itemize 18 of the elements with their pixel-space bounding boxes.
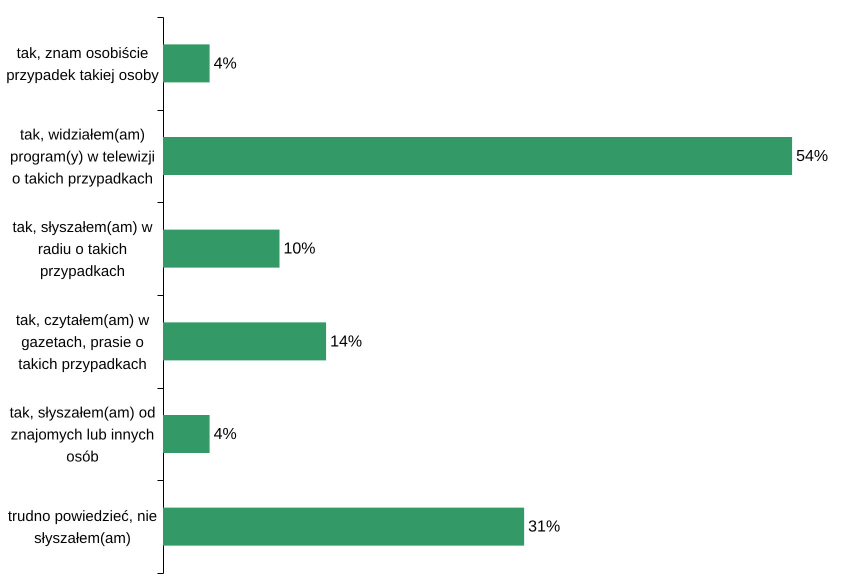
y-tick-label: tak, widziałem(am) program(y) w telewizji o takich przypadkach bbox=[10, 126, 156, 188]
data-label: 10% bbox=[284, 240, 316, 258]
bar bbox=[163, 230, 280, 268]
y-tick-label: trudno powiedzieć, nie słyszałem(am) bbox=[8, 508, 158, 548]
bar bbox=[163, 508, 524, 546]
y-tick-label: tak, słyszałem(am) w radiu o takich przypadkach bbox=[12, 219, 153, 280]
data-label: 14% bbox=[330, 333, 362, 350]
y-tick-label: tak, czytałem(am) w gazetach, prasie o takich przypadkach bbox=[16, 312, 150, 373]
y-tick-label: tak, słyszałem(am) od znajomych lub innych osób bbox=[10, 404, 156, 466]
data-label: 4% bbox=[214, 426, 237, 443]
data-label: 31% bbox=[528, 518, 560, 536]
bar bbox=[163, 137, 792, 175]
y-tick-label: tak, znam osobiście przypadek takiej osoby bbox=[6, 44, 160, 84]
bar bbox=[163, 322, 326, 360]
bar bbox=[163, 415, 210, 453]
bar bbox=[163, 44, 210, 82]
data-label: 54% bbox=[796, 148, 828, 165]
data-label: 4% bbox=[214, 55, 237, 72]
